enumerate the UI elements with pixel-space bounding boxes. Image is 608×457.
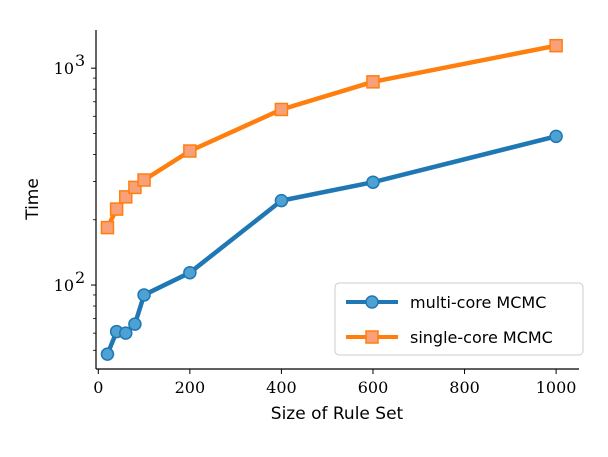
x-tick-label-0: 0 xyxy=(93,378,103,397)
y-tick-exponent-1: 3 xyxy=(75,51,85,70)
y-tick-label-1: 10 xyxy=(54,59,74,78)
data-point-1-8 xyxy=(549,38,563,53)
legend: multi-core MCMC single-core MCMC xyxy=(334,282,584,356)
data-point-0-6 xyxy=(274,193,289,208)
x-axis-label: Size of Rule Set xyxy=(271,404,404,424)
legend-marker-single-core xyxy=(365,330,379,344)
y-tick-exponent-0: 2 xyxy=(75,268,85,287)
data-point-0-4 xyxy=(137,288,151,302)
x-tick-label-1: 200 xyxy=(175,378,206,397)
y-axis-label: Time xyxy=(23,178,43,221)
data-point-1-4 xyxy=(137,173,151,187)
data-point-0-2 xyxy=(119,326,133,340)
data-point-0-3 xyxy=(128,317,142,331)
series-layer xyxy=(100,38,563,361)
legend-label-multi-core: multi-core MCMC xyxy=(410,293,546,312)
data-point-1-7 xyxy=(366,75,380,89)
data-point-1-5 xyxy=(183,144,197,158)
data-point-1-0 xyxy=(100,220,115,235)
series-line-1 xyxy=(105,43,559,230)
x-tick-label-3: 600 xyxy=(358,378,389,397)
x-tick-label-4: 800 xyxy=(449,378,480,397)
legend-label-single-core: single-core MCMC xyxy=(410,328,553,347)
x-tick-label-5: 1000 xyxy=(536,378,577,397)
data-point-0-5 xyxy=(183,265,197,280)
data-point-1-1 xyxy=(109,202,124,216)
data-point-0-7 xyxy=(366,175,380,189)
legend-marker-multi-core xyxy=(365,295,379,309)
axes-layer xyxy=(95,30,579,370)
x-tick-label-2: 400 xyxy=(266,378,297,397)
data-point-0-8 xyxy=(549,129,563,144)
y-tick-label-0: 10 xyxy=(54,276,74,295)
data-point-1-6 xyxy=(274,102,289,117)
data-point-0-0 xyxy=(100,347,115,361)
